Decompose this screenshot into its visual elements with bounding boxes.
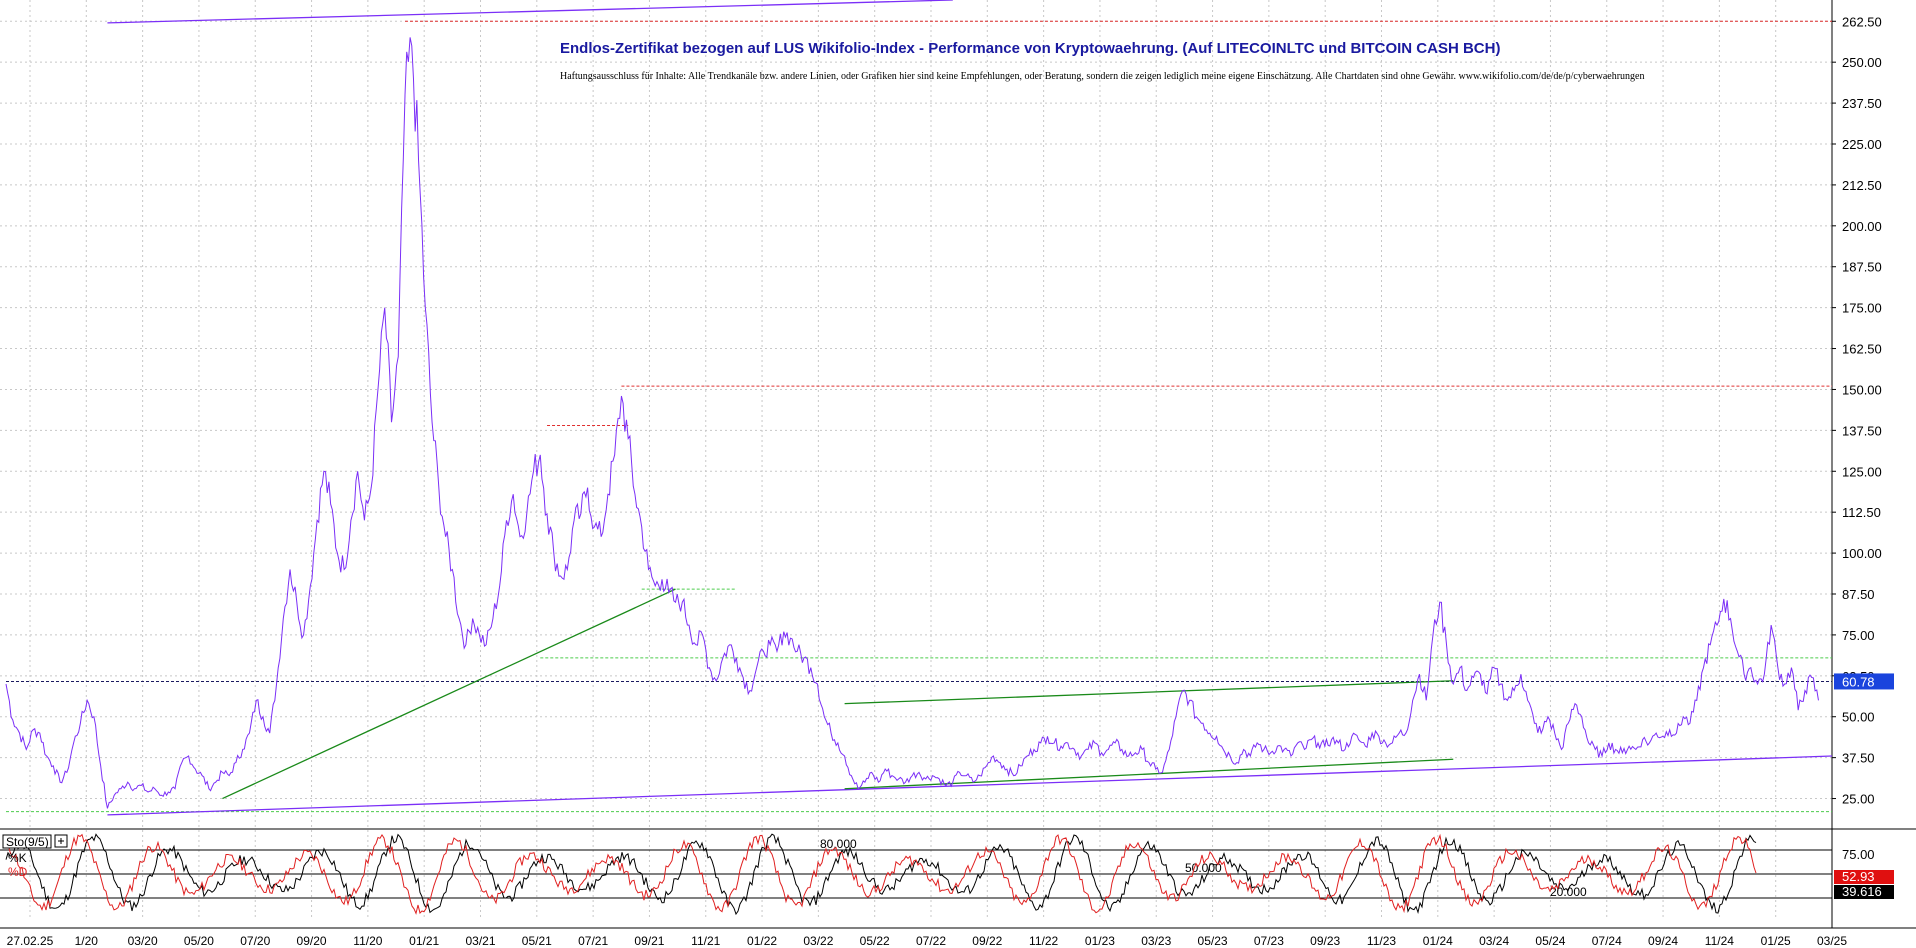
y-tick-label: 25.00 bbox=[1842, 792, 1875, 807]
y-tick-label: 50.00 bbox=[1842, 710, 1875, 725]
stoch-d-marker bbox=[1834, 885, 1894, 899]
x-tick-label: 05/20 bbox=[184, 934, 214, 948]
trend-line bbox=[844, 758, 1454, 790]
y-tick-label: 37.50 bbox=[1842, 751, 1875, 766]
stoch-level-label: 80.000 bbox=[820, 837, 857, 851]
trend-line bbox=[107, 755, 1833, 816]
x-tick-label: 11/20 bbox=[353, 934, 382, 948]
x-tick-label: 07/22 bbox=[916, 934, 946, 948]
x-tick-label: 11/23 bbox=[1367, 934, 1396, 948]
x-tick-label: 07/20 bbox=[240, 934, 270, 948]
x-tick-label: 03/21 bbox=[465, 934, 495, 948]
x-tick-label: 03/24 bbox=[1479, 934, 1509, 948]
y-tick-label: 137.50 bbox=[1842, 423, 1882, 438]
x-tick-label: 05/21 bbox=[522, 934, 552, 948]
y-tick-label: 162.50 bbox=[1842, 342, 1882, 357]
chart-subtitle: Haftungsausschluss für Inhalte: Alle Tre… bbox=[560, 71, 1645, 82]
x-tick-label: 11/21 bbox=[691, 934, 720, 948]
last-value-label: 60.78 bbox=[1842, 674, 1875, 689]
x-tick-label: 01/21 bbox=[409, 934, 439, 948]
y-tick-label: 225.00 bbox=[1842, 137, 1882, 152]
trend-line bbox=[107, 0, 953, 24]
x-tick-label: 01/22 bbox=[747, 934, 777, 948]
x-tick-label: 01/24 bbox=[1423, 934, 1453, 948]
stoch-series-k bbox=[5, 833, 1757, 916]
y-tick-label: 112.50 bbox=[1842, 505, 1881, 520]
x-tick-label: 05/24 bbox=[1535, 934, 1565, 948]
stoch-title-box bbox=[2, 834, 52, 849]
y-tick-label: 200.00 bbox=[1842, 219, 1882, 234]
x-tick-label: 1/20 bbox=[75, 934, 99, 948]
x-tick-label: 27.02.25 bbox=[7, 934, 54, 948]
y-tick-label: 262.50 bbox=[1842, 14, 1882, 29]
x-tick-label: 09/23 bbox=[1310, 934, 1340, 948]
x-tick-label: 09/24 bbox=[1648, 934, 1678, 948]
y-tick-label: 75.00 bbox=[1842, 628, 1875, 643]
stoch-k-marker bbox=[1834, 870, 1894, 884]
stoch-level-label: 20.000 bbox=[1550, 885, 1587, 899]
x-tick-label: 09/20 bbox=[297, 934, 327, 948]
x-tick-label: 09/22 bbox=[972, 934, 1002, 948]
y-tick-label: 237.50 bbox=[1842, 96, 1882, 111]
x-tick-label: 07/24 bbox=[1592, 934, 1622, 948]
price-series-line bbox=[5, 37, 1819, 809]
x-tick-label: 01/23 bbox=[1085, 934, 1115, 948]
x-tick-label: 03/22 bbox=[803, 934, 833, 948]
stoch-legend-k: %K bbox=[8, 851, 27, 865]
y-tick-label: 125.00 bbox=[1842, 464, 1882, 479]
trend-line bbox=[222, 588, 676, 800]
chart-title: Endlos-Zertifikat bezogen auf LUS Wikifo… bbox=[560, 40, 1500, 57]
stoch-k-value: 52.93 bbox=[1842, 869, 1875, 884]
last-value-marker bbox=[1834, 673, 1894, 690]
x-tick-label: 05/23 bbox=[1198, 934, 1228, 948]
x-tick-label: 07/21 bbox=[578, 934, 608, 948]
trend-line bbox=[844, 680, 1454, 705]
x-tick-label: 11/22 bbox=[1029, 934, 1058, 948]
y-tick-label: 212.50 bbox=[1842, 178, 1882, 193]
stoch-title: Sto(9/5) bbox=[6, 835, 49, 849]
y-tick-label: 100.00 bbox=[1842, 546, 1882, 561]
x-tick-label: 11/24 bbox=[1705, 934, 1734, 948]
stoch-y-tick-label: 75.00 bbox=[1842, 847, 1875, 862]
x-tick-label: 05/22 bbox=[860, 934, 890, 948]
stoch-legend-d: %D bbox=[8, 865, 28, 879]
y-tick-label: 187.50 bbox=[1842, 260, 1882, 275]
x-tick-label: 03/20 bbox=[128, 934, 158, 948]
stoch-series-d bbox=[5, 833, 1757, 915]
y-tick-label: 150.00 bbox=[1842, 382, 1882, 397]
x-tick-label: 07/23 bbox=[1254, 934, 1284, 948]
x-tick-label: 03/23 bbox=[1141, 934, 1171, 948]
y-tick-label: 250.00 bbox=[1842, 55, 1882, 70]
stoch-d-value: 39.616 bbox=[1842, 884, 1882, 899]
y-tick-label: 175.00 bbox=[1842, 301, 1882, 316]
x-tick-label: 03/25 bbox=[1817, 934, 1847, 948]
y-tick-label: 87.50 bbox=[1842, 587, 1875, 602]
x-tick-label: 09/21 bbox=[634, 934, 664, 948]
x-tick-label: 01/25 bbox=[1761, 934, 1791, 948]
